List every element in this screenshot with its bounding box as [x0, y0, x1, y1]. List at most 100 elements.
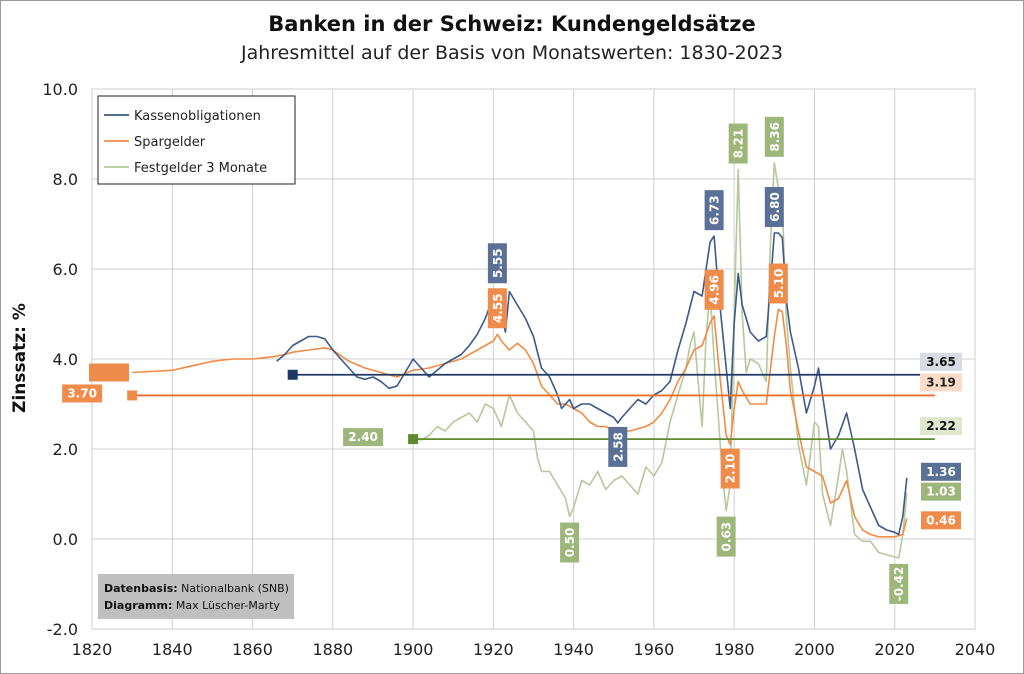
- tick-labels: 1820 1840 1860 1880 1900 1920 1940 1960 1980 2000…: [42, 80, 995, 659]
- annotation-label: 0.46: [926, 513, 956, 527]
- source-value-2: Max Lüscher-Marty: [176, 599, 281, 612]
- average-label-box-1: [920, 352, 962, 371]
- y-tick-label: 0.0: [53, 530, 78, 549]
- y-tick-label: 8.0: [53, 170, 78, 189]
- annotation-2: 4.55: [487, 288, 507, 329]
- annotation-box: [487, 288, 507, 329]
- annotation-16: 0.46: [921, 511, 961, 530]
- annotation-label: 2.58: [611, 432, 625, 462]
- average-start-label-box-3: [343, 428, 384, 447]
- annotation-box: [560, 522, 580, 563]
- annotation-15: 1.03: [921, 482, 961, 501]
- chart-title: Banken in der Schweiz: Kundengeldsätze: [268, 12, 755, 36]
- legend-entry-3: Festgelder 3 Monate: [134, 161, 267, 176]
- annotation-label: 5.55: [491, 248, 505, 278]
- annotation-3: 0.50: [560, 522, 580, 563]
- annotation-label: 5.10: [772, 269, 786, 299]
- value-annotations: 5.55 4.55 0.50 2.58 6.73 4.96 2.10 0.63 8.21 8.36…: [487, 116, 961, 604]
- annotation-box: [889, 563, 909, 604]
- annotation-6: 4.96: [704, 269, 724, 310]
- annotation-box: [764, 187, 784, 227]
- average-start-label-3: 2.40: [348, 430, 378, 444]
- annotation-box: [764, 116, 784, 157]
- annotation-label: 1.03: [926, 485, 956, 499]
- series-line-2: [132, 308, 908, 538]
- average-start-marker-1: [287, 369, 298, 380]
- legend-entry-1: Kassenobligationen: [134, 109, 261, 124]
- average-start-marker-3: [408, 434, 419, 445]
- annotation-box: [704, 269, 724, 310]
- x-tick-label: 2040: [955, 640, 996, 659]
- legend-box: [97, 95, 296, 185]
- source-label-2: Diagramm:: [104, 599, 172, 612]
- annotation-label: -0.42: [892, 567, 906, 602]
- source-value-1: Nationalbank (SNB): [181, 582, 289, 595]
- y-tick-label: 2.0: [53, 440, 78, 459]
- annotation-label: 1.36: [926, 465, 956, 479]
- annotation-7: 2.10: [720, 448, 740, 489]
- x-tick-label: 1960: [634, 640, 675, 659]
- annotation-box: [704, 190, 724, 231]
- average-label-1: 3.65: [926, 355, 956, 369]
- x-tick-label: 2000: [794, 640, 835, 659]
- annotation-label: 6.73: [708, 195, 722, 225]
- source-label-1: Datenbasis:: [104, 582, 178, 595]
- average-label-box-3: [920, 417, 962, 436]
- annotation-label: 6.80: [768, 192, 782, 222]
- annotation-12: 5.10: [768, 263, 788, 304]
- annotation-box: [921, 462, 961, 481]
- y-axis-label: Zinssatz: %: [10, 303, 30, 413]
- annotation-8: 0.63: [716, 516, 736, 557]
- annotation-box: [608, 426, 628, 467]
- annotation-box: [921, 511, 961, 530]
- legend-entry-2: Spargelder: [134, 135, 206, 150]
- x-tick-label: 1920: [473, 640, 514, 659]
- y-tick-label: 4.0: [53, 350, 78, 369]
- average-lines: 3.65 3.19 3.70 2.22 2.40: [62, 352, 962, 447]
- annotation-label: 8.36: [768, 122, 782, 152]
- x-tick-label: 1840: [152, 640, 193, 659]
- average-label-box-2: [920, 373, 962, 392]
- annotation-5: 6.73: [704, 190, 724, 231]
- annotation-label: 2.10: [724, 454, 738, 484]
- x-tick-label: 1880: [312, 640, 353, 659]
- x-tick-label: 2020: [874, 640, 915, 659]
- average-start-label-box-2: [62, 384, 103, 403]
- annotation-label: 4.55: [491, 293, 505, 323]
- average-label-3: 2.22: [926, 419, 956, 433]
- annotation-9: 8.21: [728, 123, 748, 164]
- annotation-box: [728, 123, 748, 164]
- annotation-4: 2.58: [608, 426, 628, 467]
- annotation-box: [487, 243, 507, 284]
- spargelder-start-value-box: [89, 363, 129, 382]
- annotation-11: 6.80: [764, 187, 784, 227]
- chart-subtitle: Jahresmittel auf der Basis von Monatswer…: [240, 42, 783, 64]
- annotation-14: 1.36: [921, 462, 961, 481]
- average-start-marker-2: [127, 390, 138, 401]
- average-start-label-2: 3.70: [67, 386, 97, 400]
- svg-text:Diagramm: Max Lüscher-Marty: Diagramm: Max Lüscher-Marty: [104, 599, 280, 612]
- y-tick-label: -2.0: [47, 620, 78, 639]
- annotation-box: [716, 516, 736, 557]
- annotation-label: 0.50: [563, 528, 577, 558]
- average-label-2: 3.19: [926, 375, 956, 389]
- x-tick-label: 1940: [553, 640, 594, 659]
- x-tick-label: 1820: [72, 640, 113, 659]
- series-line-3: [412, 162, 908, 559]
- annotation-1: 5.55: [487, 243, 507, 284]
- x-tick-label: 1980: [714, 640, 755, 659]
- x-tick-label: 1900: [393, 640, 434, 659]
- annotation-13: -0.42: [889, 563, 909, 604]
- legend: Kassenobligationen Spargelder Festgelder 3…: [97, 95, 296, 185]
- annotation-box: [720, 448, 740, 489]
- annotation-box: [921, 482, 961, 501]
- annotation-label: 8.21: [732, 129, 746, 159]
- svg-text:Datenbasis: Nationalbank (SNB): Datenbasis: Nationalbank (SNB): [104, 582, 289, 595]
- y-tick-label: 10.0: [42, 80, 78, 99]
- annotation-box: [768, 263, 788, 304]
- series-lines: [132, 162, 908, 559]
- source-box: Datenbasis: Nationalbank (SNB) Diagramm:…: [98, 574, 294, 619]
- annotation-label: 4.96: [708, 275, 722, 305]
